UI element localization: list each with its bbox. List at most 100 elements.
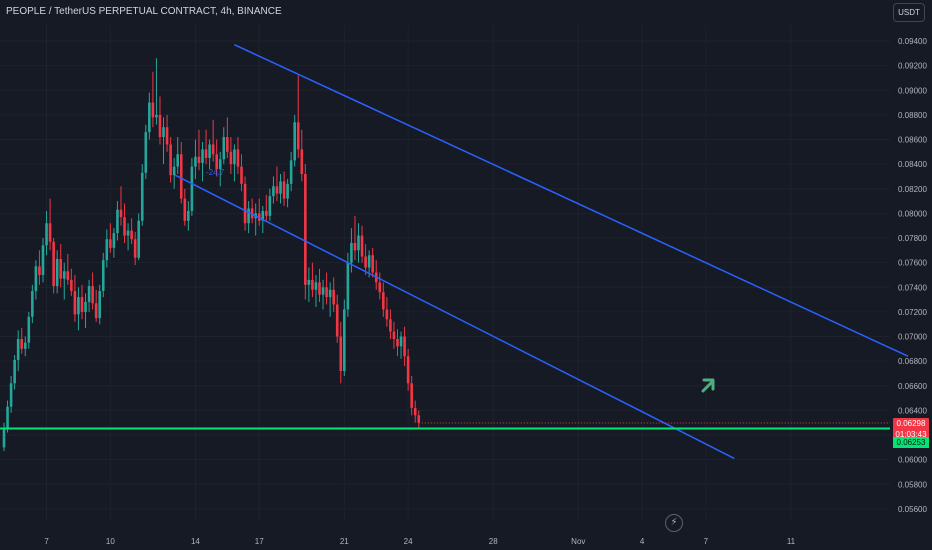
candle xyxy=(9,375,13,413)
candle-body xyxy=(190,166,194,211)
drawings[interactable] xyxy=(0,44,909,460)
candle-body xyxy=(176,154,180,167)
candle-body xyxy=(229,151,233,165)
candle xyxy=(328,282,332,317)
candle-body xyxy=(378,282,382,293)
candle-body xyxy=(353,242,357,251)
candle-body xyxy=(116,209,119,234)
candle-body xyxy=(123,217,126,236)
y-tick-label: 0.05600 xyxy=(898,505,927,514)
candle-body xyxy=(169,144,172,176)
candle xyxy=(151,71,155,128)
candle xyxy=(158,96,162,145)
candle-body xyxy=(59,258,63,279)
candle xyxy=(16,330,20,372)
candle-body xyxy=(279,181,282,194)
candle xyxy=(144,124,148,179)
candle xyxy=(218,151,222,187)
candle-body xyxy=(318,282,321,295)
candle-body xyxy=(296,122,300,150)
candle xyxy=(197,129,201,171)
candle xyxy=(413,400,417,423)
candle-body xyxy=(272,186,275,197)
candle-body xyxy=(77,297,80,315)
y-tick-label: 0.05800 xyxy=(898,480,927,489)
candle xyxy=(20,327,24,354)
lightning-icon[interactable]: ⚡ xyxy=(665,514,683,532)
candle-body xyxy=(45,223,48,246)
candle xyxy=(91,272,94,310)
candle xyxy=(190,157,194,216)
candle xyxy=(55,250,59,294)
y-tick-label: 0.08800 xyxy=(898,111,927,120)
candle xyxy=(59,244,63,288)
candle xyxy=(112,228,116,258)
candle-body xyxy=(382,292,385,310)
candle xyxy=(211,119,215,162)
bar-countdown: 01:03:43 xyxy=(895,430,927,439)
candle-body xyxy=(335,304,339,337)
candle-body xyxy=(218,159,222,170)
x-tick-label: 17 xyxy=(255,537,264,546)
candle xyxy=(172,157,176,189)
candle xyxy=(311,262,314,298)
candle xyxy=(179,141,183,204)
candle-body xyxy=(20,338,24,349)
candle-body xyxy=(52,241,55,287)
candle-body xyxy=(133,239,137,258)
candle xyxy=(73,274,77,322)
x-tick-label: Nov xyxy=(571,537,585,546)
candle-body xyxy=(38,266,41,275)
candle xyxy=(417,410,421,429)
candle-body xyxy=(293,122,296,161)
candle-body xyxy=(144,132,148,173)
candle xyxy=(318,268,321,303)
currency-button[interactable]: USDT xyxy=(893,3,925,22)
candle xyxy=(98,284,102,325)
candle xyxy=(101,252,105,298)
arrow-up-right-icon[interactable] xyxy=(701,378,715,393)
x-tick-label: 7 xyxy=(704,537,709,546)
candle xyxy=(279,173,282,204)
candle-body xyxy=(101,260,105,291)
candle xyxy=(247,201,250,234)
x-tick-label: 7 xyxy=(44,537,49,546)
candle-body xyxy=(109,239,112,248)
candle-body xyxy=(268,196,272,216)
candle-body xyxy=(261,210,265,221)
channel-lower-line xyxy=(174,174,735,460)
candle xyxy=(176,137,180,174)
candle-body xyxy=(243,183,247,224)
candle xyxy=(314,274,318,307)
candle-body xyxy=(417,415,421,423)
candle-body xyxy=(194,156,197,167)
y-tick-label: 0.07000 xyxy=(898,333,927,342)
candle xyxy=(403,326,406,367)
candle xyxy=(364,244,367,275)
last-price-value: 0.06298 xyxy=(896,419,926,428)
support-price-badge: 0.06253 xyxy=(893,437,929,448)
candle-body xyxy=(98,290,102,319)
channel-upper-line xyxy=(234,44,909,357)
candle-body xyxy=(240,166,243,184)
candle-body xyxy=(6,406,9,428)
y-tick-label: 0.07800 xyxy=(898,234,927,243)
candle-body xyxy=(55,258,59,287)
candle-body xyxy=(410,383,413,408)
candle xyxy=(236,137,240,174)
candle-body xyxy=(31,290,34,317)
candle-body xyxy=(236,149,240,167)
candle-body xyxy=(211,144,215,155)
candle xyxy=(399,331,403,359)
candle xyxy=(265,194,268,221)
candle-body xyxy=(162,127,165,138)
candle-body xyxy=(226,137,229,152)
candle-body xyxy=(208,144,211,158)
candle-body xyxy=(187,210,190,221)
candle-body xyxy=(215,154,218,170)
candle xyxy=(137,213,141,261)
candle-body xyxy=(350,242,353,263)
candle xyxy=(165,114,169,152)
candle-body xyxy=(2,427,6,448)
